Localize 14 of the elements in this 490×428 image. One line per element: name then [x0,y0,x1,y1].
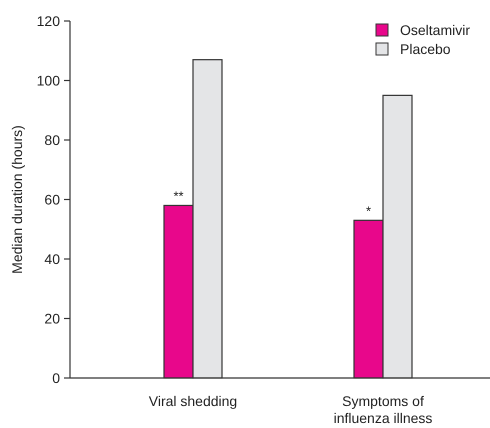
legend-label: Placebo [400,40,451,57]
annotation: ** [173,188,184,204]
y-tick-label: 80 [44,132,60,148]
y-tick-label: 100 [36,72,60,88]
legend-label: Oseltamivir [400,22,470,38]
annotation: * [366,203,372,218]
y-axis-title: Median duration (hours) [9,125,25,274]
x-tick-label: Symptoms of influenza illness [334,393,432,426]
y-tick-label: 0 [52,370,60,386]
x-tick-label: Viral shedding [148,393,238,409]
y-tick-label: 60 [44,191,60,208]
y-tick-label: 120 [36,12,60,29]
y-tick-label: 40 [44,250,60,267]
y-tick-label: 20 [44,310,60,326]
